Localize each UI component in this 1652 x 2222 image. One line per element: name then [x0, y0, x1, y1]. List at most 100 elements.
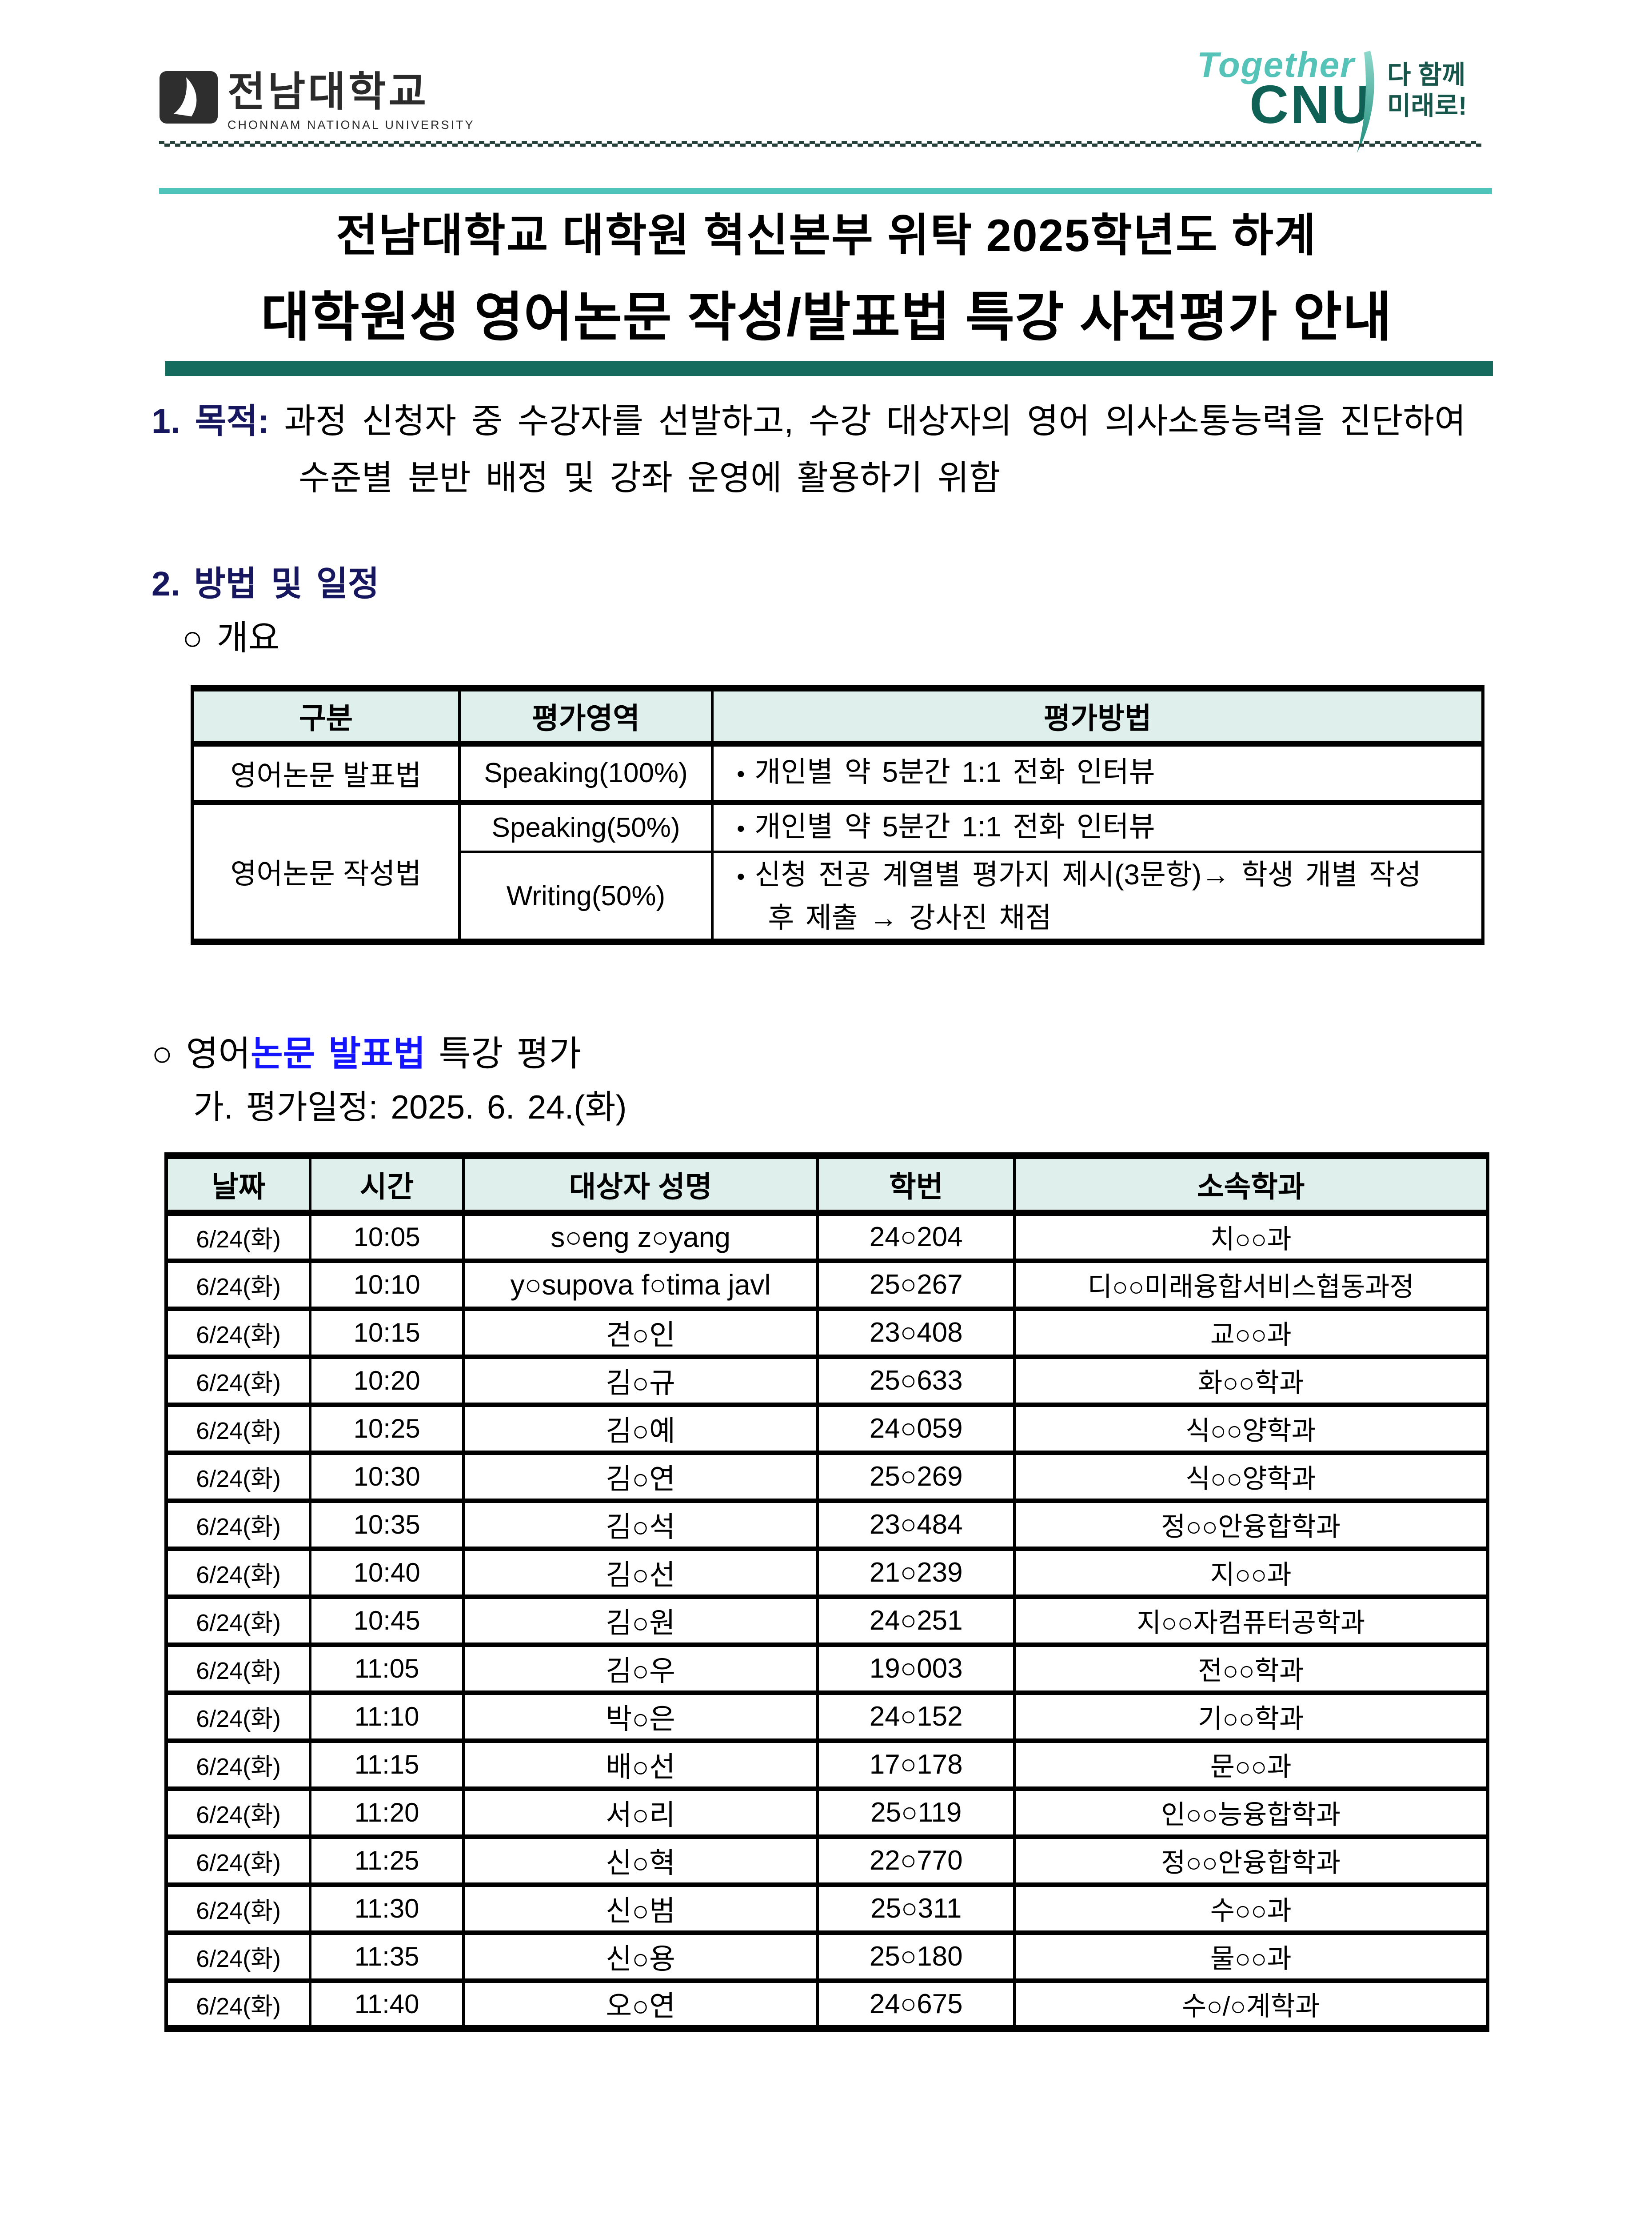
- schedule-cell-date: 6/24(화): [164, 1980, 312, 2031]
- schedule-cell-id: 25○269: [816, 1452, 1016, 1503]
- schedule-cell-time: 10:10: [309, 1260, 465, 1311]
- purpose-text1: 과정 신청자 중 수강자를 선발하고, 수강 대상자의 영어 의사소통능력을 진…: [284, 402, 1466, 440]
- schedule-cell-time: 11:25: [309, 1836, 465, 1887]
- title-top-bar: [159, 188, 1492, 194]
- method-text-line2: 후 제출 → 강사진 채점: [768, 901, 1052, 934]
- method-cell-area: Speaking(50%): [458, 801, 714, 853]
- schedule-cell-name: 오○연: [462, 1980, 819, 2031]
- schedule-cell-id: 24○059: [816, 1404, 1016, 1455]
- schedule-cell-dept: 물○○과: [1013, 1932, 1489, 1983]
- evaluation-heading-suffix: 특강 평가: [425, 1034, 582, 1073]
- schedule-cell-time: 10:15: [309, 1308, 465, 1359]
- schedule-cell-name: 김○연: [462, 1452, 819, 1503]
- schedule-cell-name: 박○은: [462, 1692, 819, 1743]
- section-purpose: 1. 목적: 과정 신청자 중 수강자를 선발하고, 수강 대상자의 영어 의사…: [152, 393, 1511, 507]
- schedule-cell-dept: 전○○학과: [1013, 1644, 1489, 1695]
- schedule-cell-time: 11:15: [309, 1740, 465, 1791]
- document-title-line2: 대학원생 영어논문 작성/발표법 특강 사전평가 안내: [261, 288, 1392, 347]
- schedule-cell-time: 10:45: [309, 1596, 465, 1647]
- schedule-cell-name: 신○용: [462, 1932, 819, 1983]
- method-row-writing-writing: Writing(50%) • 신청 전공 계열별 평가지 제시(3문항)→ 학생 …: [192, 851, 1484, 943]
- schedule-cell-date: 6/24(화): [164, 1308, 312, 1359]
- method-cell-category: 영어논문 발표법: [191, 742, 461, 805]
- schedule-cell-id: 25○311: [816, 1884, 1016, 1935]
- schedule-cell-dept: 기○○학과: [1013, 1692, 1489, 1743]
- schedule-row: 6/24(화) 10:25 김○예 24○059 식○○양학과: [164, 1404, 1489, 1455]
- schedule-col-name: 대상자 성명: [462, 1155, 819, 1216]
- overview-bullet: ○ 개요: [182, 619, 280, 657]
- schedule-cell-time: 10:05: [309, 1212, 465, 1263]
- schedule-row: 6/24(화) 10:05 s○eng z○yang 24○204 치○○과: [164, 1212, 1489, 1263]
- schedule-cell-name: 배○선: [462, 1740, 819, 1791]
- purpose-line1: 1. 목적: 과정 신청자 중 수강자를 선발하고, 수강 대상자의 영어 의사…: [152, 393, 1511, 450]
- schedule-table-body: 6/24(화) 10:05 s○eng z○yang 24○204 치○○과 6…: [164, 1212, 1489, 2031]
- schedule-cell-dept: 지○○과: [1013, 1548, 1489, 1599]
- schedule-cell-date: 6/24(화): [164, 1644, 312, 1695]
- schedule-col-time: 시간: [309, 1155, 465, 1216]
- cnu-slogan-line2: 미래로!: [1387, 92, 1467, 120]
- evaluation-heading-highlight: 논문 발표법: [251, 1034, 426, 1073]
- schedule-cell-name: 신○혁: [462, 1836, 819, 1887]
- schedule-cell-time: 10:35: [309, 1500, 465, 1551]
- evaluation-heading-prefix: ○ 영어: [152, 1034, 251, 1073]
- cnu-slogan: 다 함께 미래로!: [1387, 60, 1467, 122]
- schedule-cell-id: 24○152: [816, 1692, 1016, 1743]
- schedule-row: 6/24(화) 10:30 김○연 25○269 식○○양학과: [164, 1452, 1489, 1503]
- section-method-heading: 2. 방법 및 일정: [152, 565, 379, 603]
- schedule-cell-name: 서○리: [462, 1788, 819, 1839]
- schedule-cell-date: 6/24(화): [164, 1788, 312, 1839]
- university-logo: 전남대학교 CHONNAM NATIONAL UNIVERSITY: [159, 70, 475, 132]
- schedule-cell-date: 6/24(화): [164, 1596, 312, 1647]
- schedule-row: 6/24(화) 10:35 김○석 23○484 정○○안융합학과: [164, 1500, 1489, 1551]
- evaluation-schedule-line: 가. 평가일정: 2025. 6. 24.(화): [193, 1088, 627, 1126]
- schedule-row: 6/24(화) 10:15 견○인 23○408 교○○과: [164, 1308, 1489, 1359]
- schedule-cell-time: 10:20: [309, 1356, 465, 1407]
- schedule-cell-dept: 식○○양학과: [1013, 1452, 1489, 1503]
- schedule-cell-dept: 교○○과: [1013, 1308, 1489, 1359]
- method-cell-area: Writing(50%): [458, 851, 714, 943]
- method-table: 구분 평가영역 평가방법 영어논문 발표법 Speaking(100%) • 개인…: [191, 685, 1484, 945]
- evaluation-heading: ○ 영어논문 발표법 특강 평가: [152, 1025, 581, 1076]
- method-text: 개인별 약 5분간 1:1 전화 인터뷰: [754, 810, 1155, 843]
- schedule-cell-dept: 화○○학과: [1013, 1356, 1489, 1407]
- schedule-col-dept: 소속학과: [1013, 1155, 1489, 1216]
- method-col-method: 평가방법: [711, 687, 1484, 747]
- method-col-area: 평가영역: [458, 687, 714, 747]
- schedule-row: 6/24(화) 10:20 김○규 25○633 화○○학과: [164, 1356, 1489, 1407]
- schedule-cell-date: 6/24(화): [164, 1404, 312, 1455]
- schedule-cell-name: 김○석: [462, 1500, 819, 1551]
- header-divider: [159, 141, 1481, 147]
- method-row-writing-speaking: 영어논문 작성법 Speaking(50%) • 개인별 약 5분간 1:1 전화…: [191, 801, 1484, 944]
- method-row-presentation: 영어논문 발표법 Speaking(100%) • 개인별 약 5분간 1:1 전…: [191, 742, 1484, 805]
- method-table-header: 구분 평가영역 평가방법: [191, 687, 1484, 747]
- schedule-row: 6/24(화) 11:25 신○혁 22○770 정○○안융합학과: [164, 1836, 1489, 1887]
- schedule-cell-date: 6/24(화): [164, 1452, 312, 1503]
- schedule-cell-name: 김○우: [462, 1644, 819, 1695]
- schedule-cell-name: 신○범: [462, 1884, 819, 1935]
- schedule-cell-name: y○supova f○tima javl: [462, 1260, 819, 1311]
- schedule-row: 6/24(화) 11:30 신○범 25○311 수○○과: [164, 1884, 1489, 1935]
- schedule-cell-dept: 인○○능융합학과: [1013, 1788, 1489, 1839]
- together-cnu-logo: Together CNU 다 함께 미래로!: [1197, 44, 1499, 153]
- university-emblem-icon: [160, 71, 218, 124]
- schedule-row: 6/24(화) 11:15 배○선 17○178 문○○과: [164, 1740, 1489, 1791]
- schedule-cell-dept: 식○○양학과: [1013, 1404, 1489, 1455]
- bullet-icon: •: [737, 863, 745, 890]
- schedule-cell-date: 6/24(화): [164, 1692, 312, 1743]
- schedule-cell-id: 23○408: [816, 1308, 1016, 1359]
- schedule-cell-date: 6/24(화): [164, 1740, 312, 1791]
- schedule-cell-date: 6/24(화): [164, 1212, 312, 1263]
- bullet-icon: •: [737, 815, 745, 842]
- schedule-cell-time: 11:05: [309, 1644, 465, 1695]
- schedule-cell-id: 23○484: [816, 1500, 1016, 1551]
- method-text: 신청 전공 계열별 평가지 제시(3문항)→ 학생 개별 작성: [754, 858, 1421, 891]
- method-text: 개인별 약 5분간 1:1 전화 인터뷰: [754, 756, 1155, 788]
- schedule-table-header: 날짜 시간 대상자 성명 학번 소속학과: [164, 1155, 1489, 1216]
- schedule-cell-date: 6/24(화): [164, 1932, 312, 1983]
- schedule-row: 6/24(화) 10:10 y○supova f○tima javl 25○26…: [164, 1260, 1489, 1311]
- document-title-line1: 전남대학교 대학원 혁신본부 위탁 2025학년도 하계: [336, 210, 1317, 261]
- schedule-cell-time: 10:25: [309, 1404, 465, 1455]
- method-cell-method: • 신청 전공 계열별 평가지 제시(3문항)→ 학생 개별 작성 후 제출 → …: [711, 851, 1484, 943]
- schedule-cell-dept: 디○○미래융합서비스협동과정: [1013, 1260, 1489, 1311]
- schedule-cell-date: 6/24(화): [164, 1356, 312, 1407]
